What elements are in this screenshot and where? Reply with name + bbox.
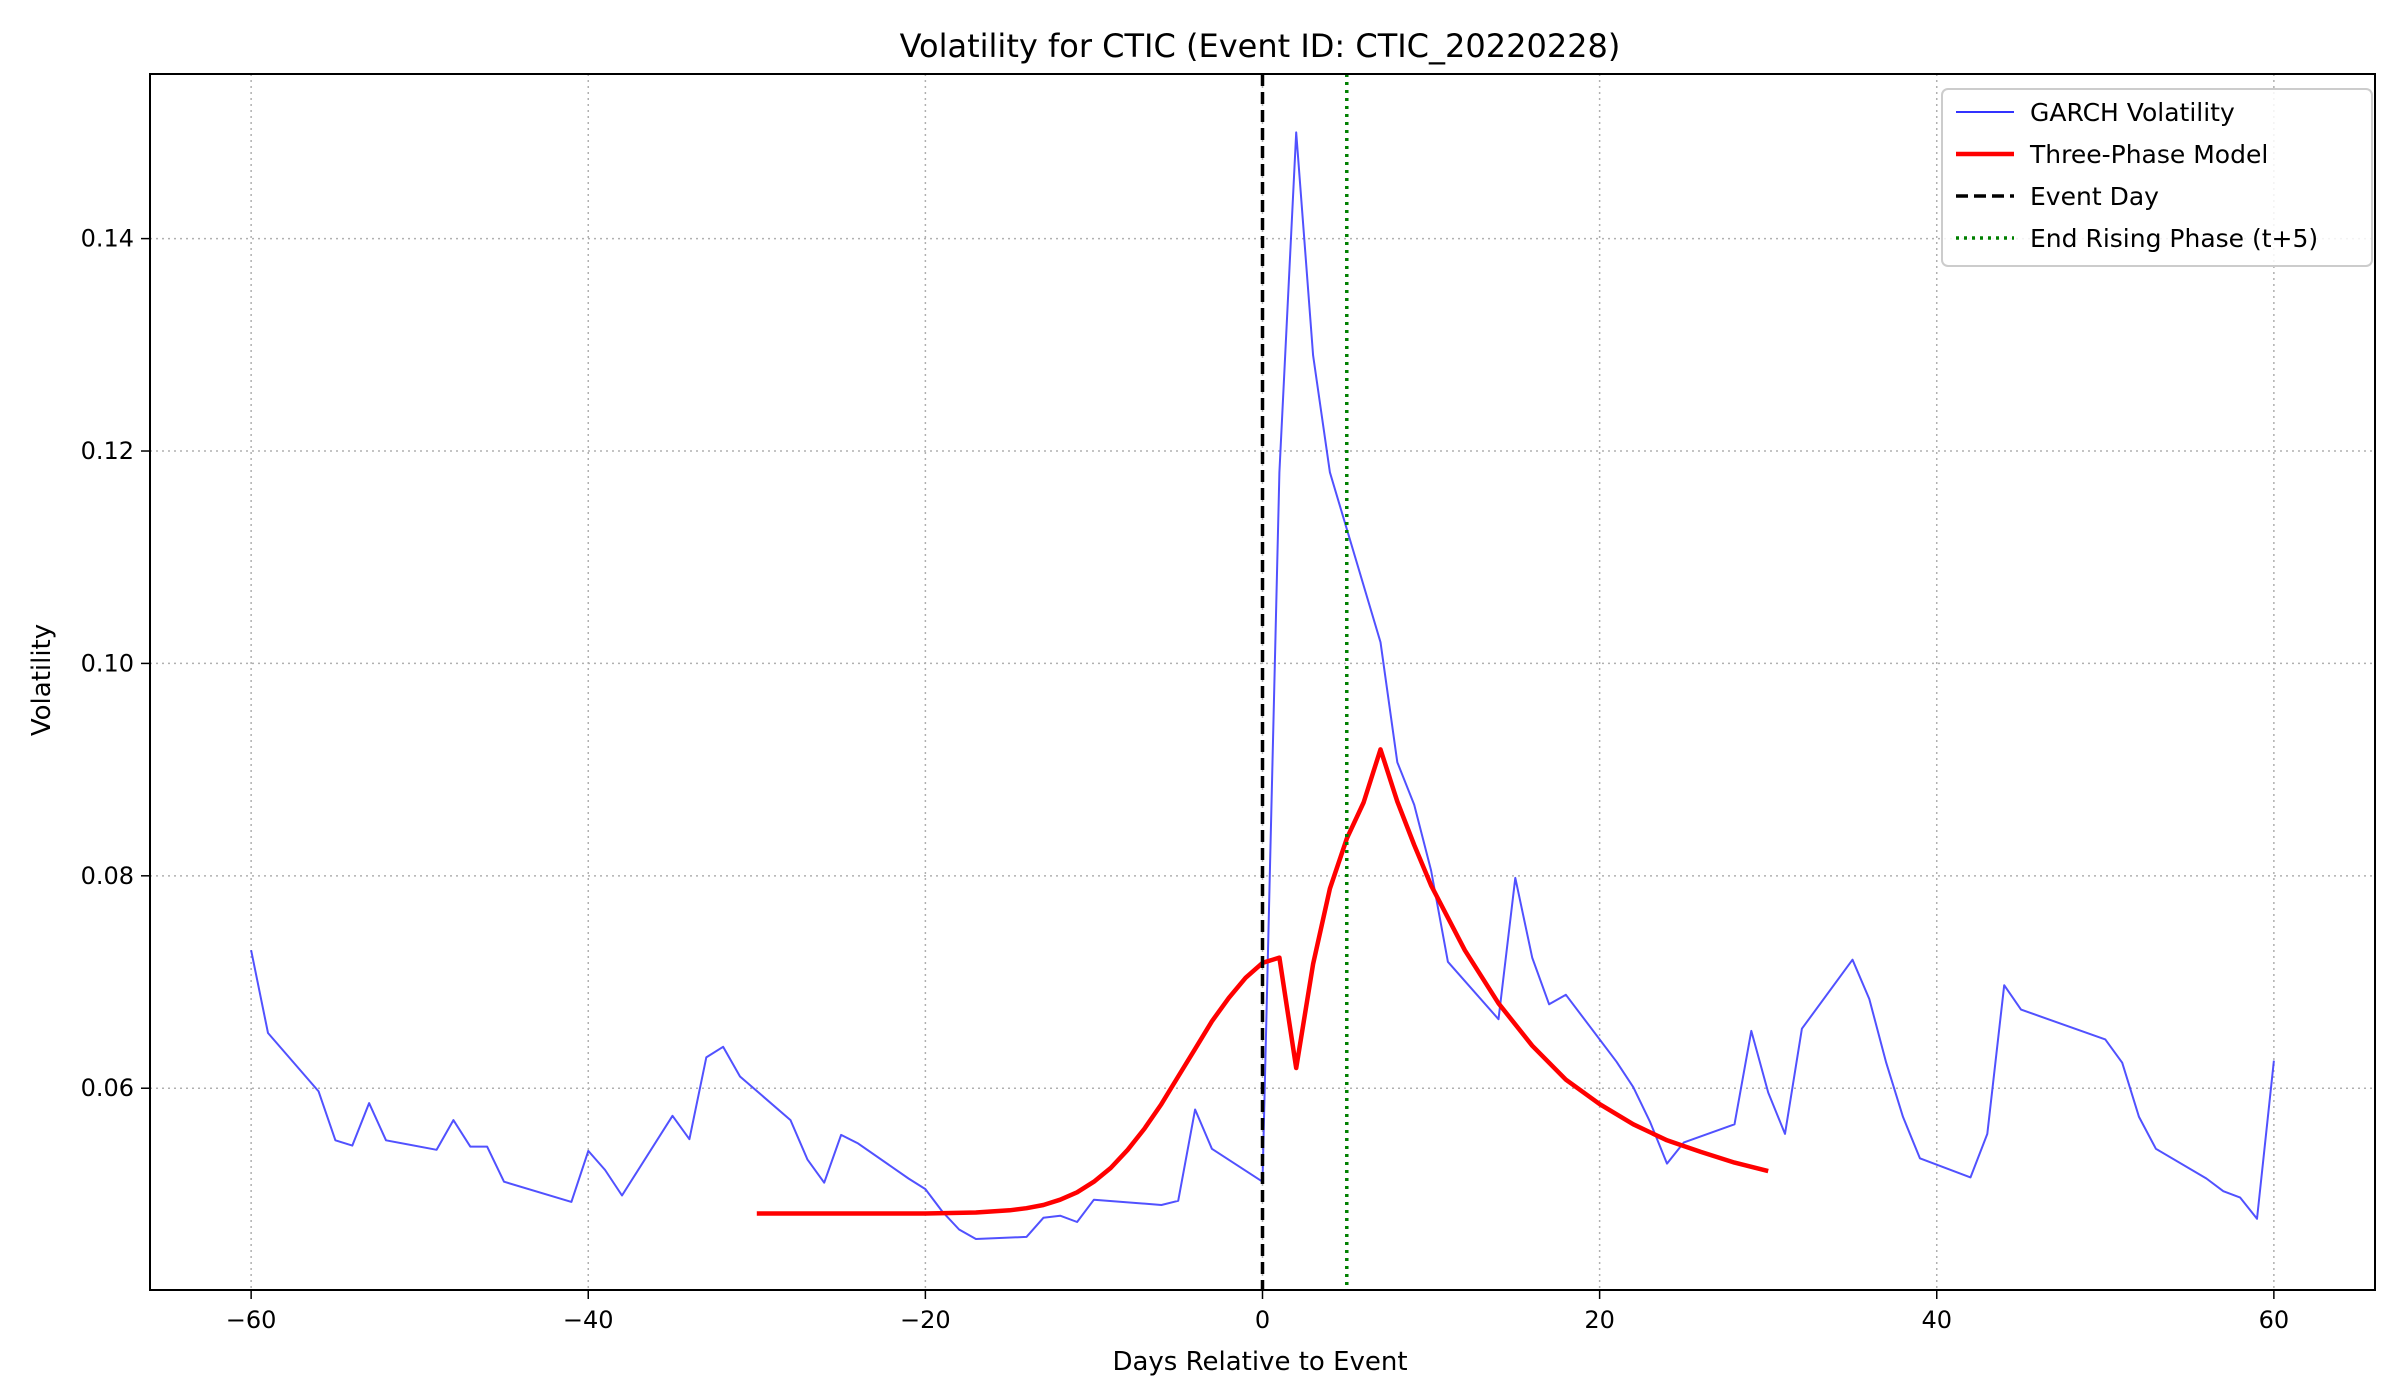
chart-title: Volatility for CTIC (Event ID: CTIC_2022… (900, 27, 1621, 65)
legend: GARCH Volatility Three-Phase Model Event… (1941, 88, 2373, 267)
axes: −60 −40 −20 0 20 40 60 0.06 0.08 0.10 0.12 0.14 (81, 73, 2376, 1334)
x-tick-label: 0 (1255, 1306, 1270, 1334)
x-tick-label: 40 (1921, 1306, 1952, 1334)
y-tick-label: 0.12 (81, 437, 134, 465)
x-tick-label: 60 (2259, 1306, 2290, 1334)
legend-label-garch: GARCH Volatility (2030, 98, 2235, 127)
x-tick-label: −60 (226, 1306, 277, 1334)
three-phase-model-line (756, 747, 1769, 1216)
legend-label-model: Three-Phase Model (2029, 140, 2268, 169)
legend-label-event-day: Event Day (2030, 182, 2159, 211)
y-tick-label: 0.10 (81, 649, 134, 677)
plot-area (250, 74, 2275, 1290)
y-axis-label: Volatility (27, 624, 57, 736)
x-axis-label: Days Relative to Event (1112, 1347, 1407, 1377)
x-tick-label: −20 (900, 1306, 951, 1334)
y-tick-label: 0.14 (81, 225, 134, 253)
x-tick-label: 20 (1584, 1306, 1615, 1334)
garch-volatility-line (250, 131, 2275, 1240)
y-tick-label: 0.08 (81, 862, 134, 890)
x-tick-label: −40 (563, 1306, 614, 1334)
legend-box (1941, 88, 2373, 267)
legend-label-rising-end: End Rising Phase (t+5) (2030, 224, 2318, 253)
y-tick-label: 0.06 (81, 1074, 134, 1102)
axes-frame (149, 73, 2376, 1291)
